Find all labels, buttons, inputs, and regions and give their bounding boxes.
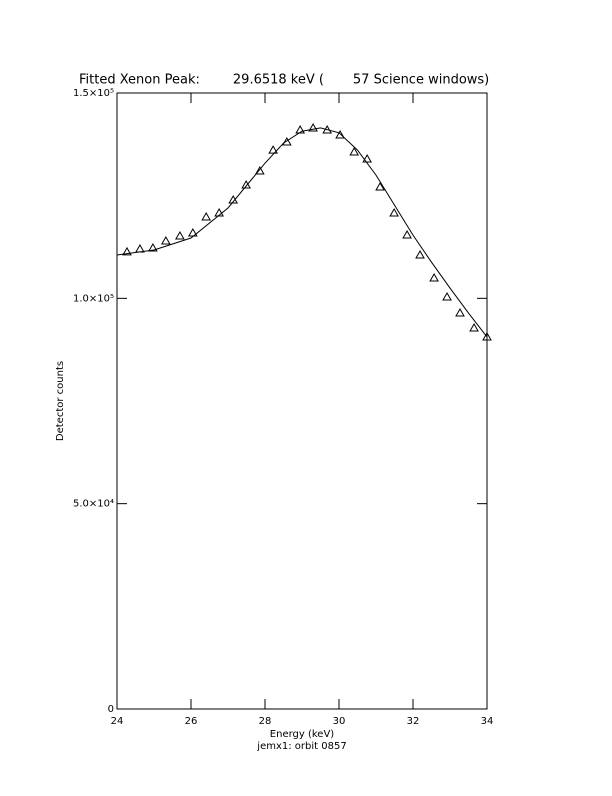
x-tick-label: 30 bbox=[333, 716, 346, 727]
y-axis-label: Detector counts bbox=[55, 361, 66, 441]
x-tick-label: 34 bbox=[481, 716, 494, 727]
subtitle: jemx1: orbit 0857 bbox=[256, 741, 346, 752]
data-point bbox=[254, 166, 265, 175]
data-point bbox=[148, 243, 158, 252]
y-tick-label: 1.0×10⁵ bbox=[73, 293, 114, 304]
plot-frame bbox=[116, 92, 488, 710]
data-point bbox=[122, 246, 132, 256]
data-point bbox=[362, 153, 372, 163]
data-point bbox=[214, 207, 224, 217]
data-point bbox=[295, 124, 306, 134]
data-point bbox=[335, 130, 345, 139]
x-tick-label: 28 bbox=[259, 716, 272, 727]
data-point bbox=[135, 244, 145, 253]
data-point bbox=[402, 230, 412, 239]
data-point bbox=[160, 235, 171, 245]
data-point bbox=[455, 307, 465, 317]
data-point bbox=[442, 292, 452, 301]
data-point bbox=[482, 332, 492, 341]
data-point bbox=[308, 123, 318, 132]
data-point bbox=[429, 272, 439, 282]
y-tick-label: 1.5×10⁵ bbox=[73, 88, 114, 99]
data-point bbox=[175, 230, 185, 240]
data-point bbox=[187, 228, 198, 237]
data-point bbox=[201, 212, 212, 221]
x-tick-label: 32 bbox=[407, 716, 420, 727]
data-point bbox=[375, 181, 385, 191]
x-axis-label: Energy (keV) bbox=[270, 729, 335, 740]
fit-line bbox=[116, 127, 488, 338]
data-point bbox=[415, 250, 425, 259]
data-point bbox=[349, 147, 360, 156]
x-tick-label: 24 bbox=[111, 716, 124, 727]
data-point bbox=[389, 207, 399, 217]
y-tick-label: 0 bbox=[108, 704, 114, 715]
data-point bbox=[241, 179, 251, 189]
data-point bbox=[281, 137, 292, 146]
data-point bbox=[268, 145, 279, 154]
x-tick-label: 26 bbox=[185, 716, 198, 727]
y-tick-label: 5.0×10⁴ bbox=[73, 499, 114, 510]
data-point bbox=[469, 323, 479, 332]
chart-title: Fitted Xenon Peak: 29.6518 keV ( 57 Scie… bbox=[79, 73, 489, 88]
